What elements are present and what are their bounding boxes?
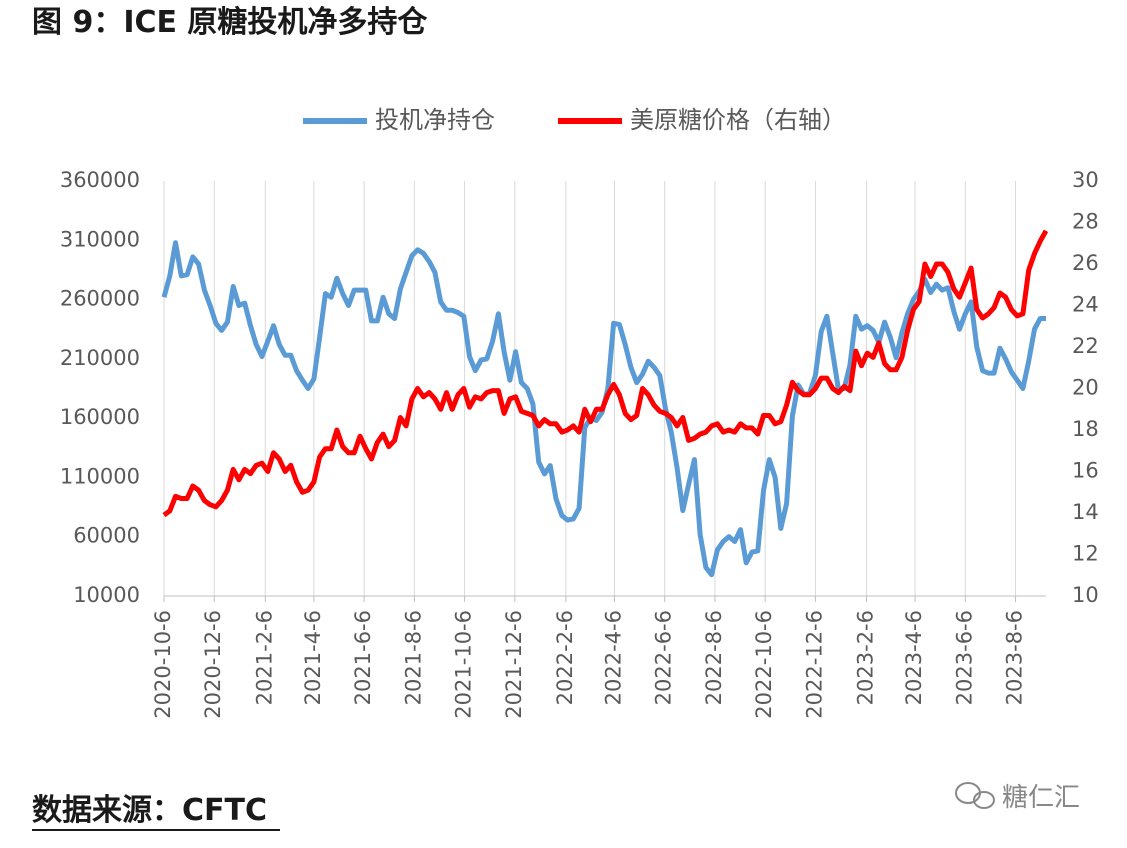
series-line	[162, 229, 1049, 518]
x-tick-label: 2021-12-6	[502, 610, 526, 719]
x-tick-label: 2022-10-6	[752, 610, 776, 719]
y2-tick-label: 24	[1072, 293, 1099, 317]
x-tick-label: 2022-4-6	[601, 610, 625, 705]
y2-tick-label: 18	[1072, 417, 1099, 441]
y-tick-label: 310000	[60, 227, 140, 251]
y2-tick-label: 22	[1072, 334, 1099, 358]
chart-title: 图 9：ICE 原糖投机净多持仓	[32, 5, 428, 40]
y-tick-label: 110000	[60, 464, 140, 488]
x-tick-label: 2022-6-6	[652, 610, 676, 705]
y2-tick-label: 10	[1072, 583, 1099, 607]
y2-tick-label: 20	[1072, 376, 1099, 400]
y2-tick-label: 14	[1072, 500, 1099, 524]
y-tick-label: 160000	[60, 405, 140, 429]
x-tick-label: 2023-8-6	[1003, 610, 1027, 705]
x-tick-label: 2022-8-6	[702, 610, 726, 705]
y2-tick-label: 12	[1072, 542, 1099, 566]
x-tick-label: 2023-2-6	[853, 610, 877, 705]
y-tick-label: 10000	[73, 583, 140, 607]
y2-tick-label: 16	[1072, 459, 1099, 483]
source: 数据来源：CFTC	[32, 793, 267, 828]
y2-tick-label: 30	[1072, 168, 1099, 192]
x-tick-label: 2020-12-6	[201, 610, 225, 719]
x-tick-label: 2021-6-6	[351, 610, 375, 705]
x-tick-label: 2023-4-6	[902, 610, 926, 705]
legend-label: 投机净持仓	[375, 106, 495, 134]
x-tick-label: 2021-2-6	[252, 610, 276, 705]
x-tick-label: 2022-12-6	[802, 610, 826, 719]
y-tick-label: 60000	[73, 524, 140, 548]
y2-tick-label: 26	[1072, 251, 1099, 275]
x-tick-label: 2021-10-6	[452, 610, 476, 719]
x-tick-label: 2023-6-6	[952, 610, 976, 705]
watermark: 糖仁汇	[1002, 783, 1080, 813]
y-tick-label: 210000	[60, 346, 140, 370]
x-tick-label: 2021-4-6	[301, 610, 325, 705]
x-tick-label: 2022-2-6	[553, 610, 577, 705]
y2-tick-label: 28	[1072, 210, 1099, 234]
x-tick-label: 2020-10-6	[151, 610, 175, 719]
legend-label: 美原糖价格（右轴）	[630, 106, 846, 134]
y-tick-label: 260000	[60, 287, 140, 311]
y-tick-label: 360000	[60, 168, 140, 192]
watermark-icon	[955, 782, 995, 809]
x-tick-label: 2021-8-6	[401, 610, 425, 705]
